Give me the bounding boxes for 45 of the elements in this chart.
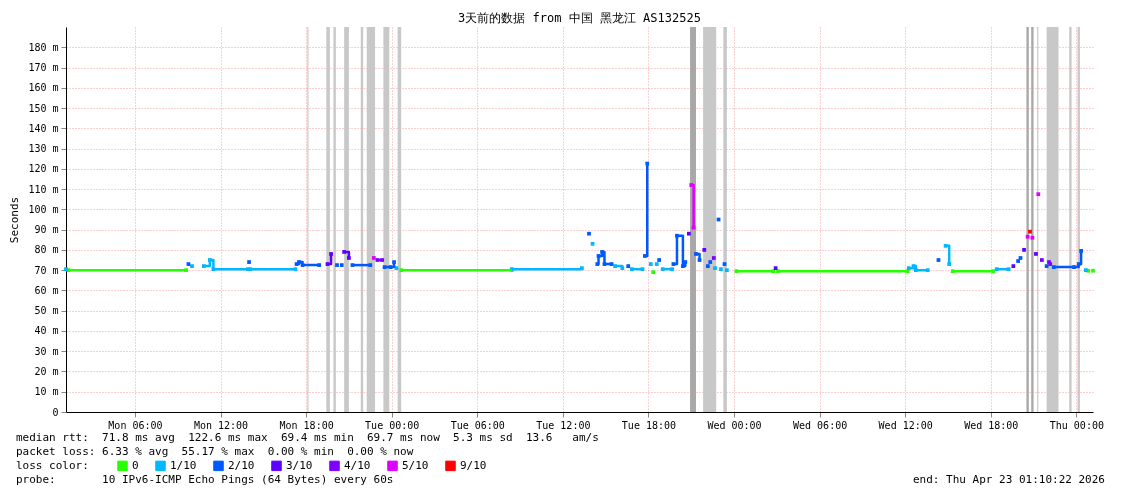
y-tick-label: 60 m [34,284,59,296]
x-tick-label: Mon 06:00 [108,419,163,431]
text: end: Thu Apr 23 01:10:22 2026 [912,473,1105,486]
x-tick-label: Wed 00:00 [707,419,762,431]
x-tick-label: Tue 06:00 [450,419,505,431]
x-tick-label: Tue 00:00 [365,419,420,431]
x-tick-label: Wed 06:00 [793,419,848,431]
y-tick-label: 180 m [28,41,59,53]
legend-label: 0 [132,458,139,472]
legend-label: 5/10 [402,458,429,472]
y-tick-label: 70 m [34,264,59,276]
y-tick-label: 80 m [34,244,59,256]
chart-title: 3天前的数据 from 中国 黑龙江 AS132525 [458,11,701,25]
legend-label: 2/10 [228,458,255,472]
legend-label: 3/10 [286,458,313,472]
text: packet loss: 6.33 % avg 55.17 % max 0.00 % min 0.00 % now [16,445,414,458]
x-tick-label: Wed 18:00 [964,419,1019,431]
y-tick-label: 170 m [28,62,59,74]
y-tick-label: 110 m [28,183,59,195]
y-axis-title: Seconds [8,196,22,244]
x-tick-label: Wed 12:00 [878,419,933,431]
y-tick-label: 0 [52,406,59,418]
y-tick-label: 100 m [28,203,59,215]
y-tick-label: 130 m [28,143,59,155]
y-tick-label: 160 m [28,82,59,94]
y-tick-label: 50 m [34,305,59,317]
y-tick-label: 90 m [34,224,59,236]
legend-label: 9/10 [460,458,487,472]
x-tick-label: Mon 12:00 [193,419,249,431]
y-tick-label: 40 m [34,325,59,337]
y-tick-label: 20 m [34,365,59,377]
x-tick-label: Thu 00:00 [1049,419,1104,431]
legend-title: loss color: [16,459,89,472]
x-tick-label: Mon 18:00 [279,419,334,431]
y-tick-label: 120 m [28,163,59,175]
y-tick-label: 10 m [34,386,59,398]
y-tick-label: 150 m [28,102,59,114]
text: probe: 10 IPv6-ICMP Echo Pings (64 Bytes) every 60s [16,473,394,486]
text: median rtt: 71.8 ms avg 122.6 ms max 69.4 ms min 69.7 ms now 5.3 ms sd 13.6 am/s [16,431,599,444]
legend-label: 4/10 [344,458,371,472]
y-tick-label: 30 m [34,345,59,357]
x-tick-label: Tue 12:00 [536,419,591,431]
legend-label: 1/10 [170,458,197,472]
y-tick-label: 140 m [28,122,59,134]
x-tick-label: Tue 18:00 [621,419,677,431]
